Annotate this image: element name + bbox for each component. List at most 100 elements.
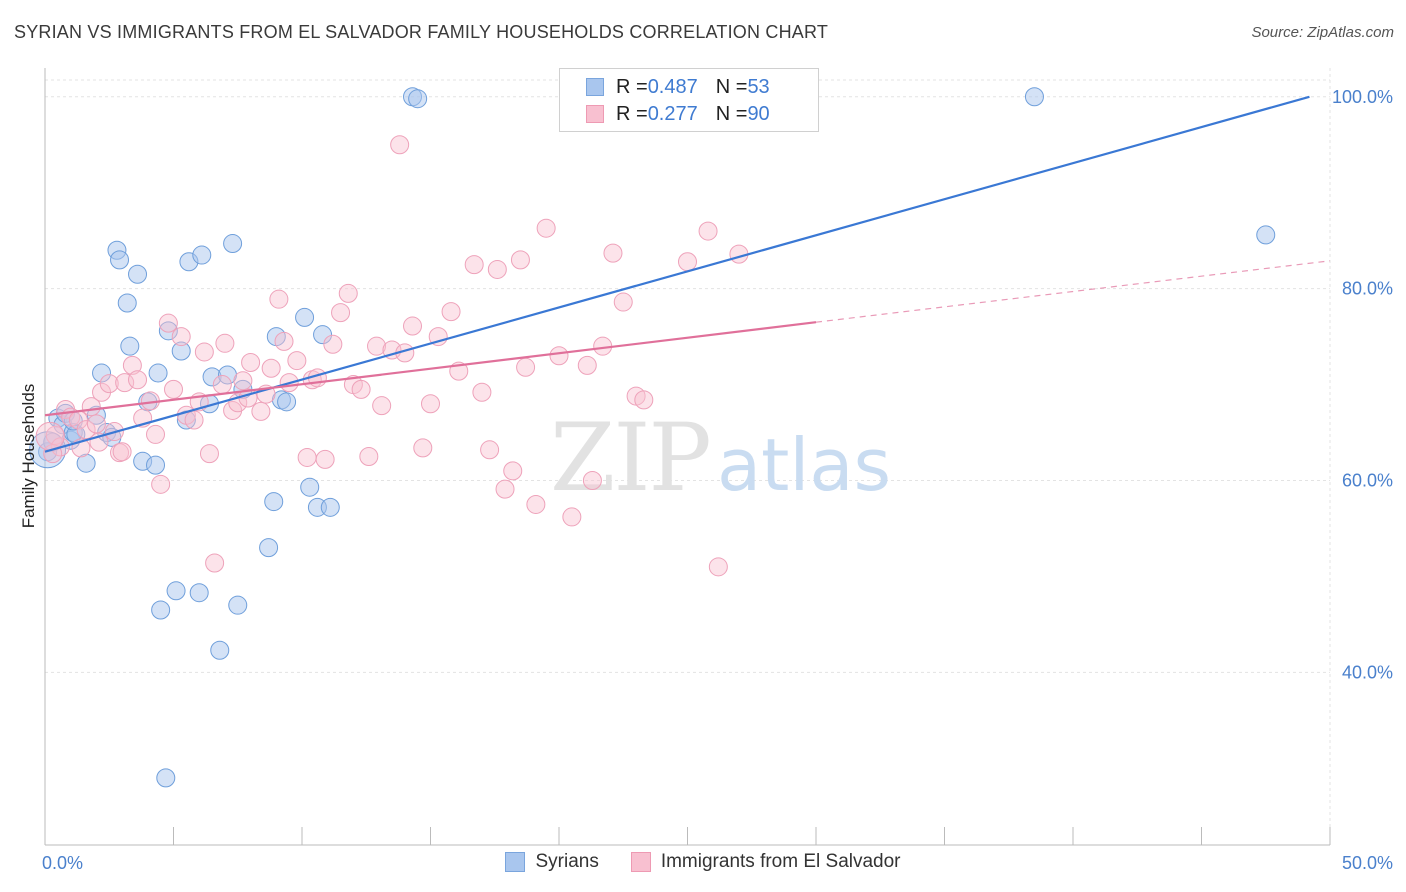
salvador-point	[233, 371, 253, 391]
salvador-point	[480, 440, 500, 460]
salvador-point	[495, 479, 515, 499]
salvador-point	[184, 410, 204, 430]
syrian-point	[158, 321, 178, 341]
series-swatch-salvador	[630, 852, 651, 872]
salvador-point	[297, 447, 317, 467]
syrian-point	[192, 245, 212, 265]
salvador-point	[390, 135, 410, 155]
salvador-point	[510, 250, 530, 270]
series-legend-salvador[interactable]: Immigrants from El Salvador	[630, 851, 901, 873]
syrian-point	[277, 392, 297, 412]
syrian-point	[210, 640, 230, 660]
salvador-points	[35, 135, 749, 577]
legend-n-label: N =	[715, 75, 748, 98]
y-tick-label: 60.0%	[1342, 470, 1393, 490]
salvador-trend-line-extension	[815, 260, 1331, 323]
syrian-point	[120, 336, 140, 356]
trend-lines	[44, 95, 1331, 453]
series-legend-syrians[interactable]: Syrians	[505, 851, 599, 873]
salvador-point	[146, 424, 166, 444]
salvador-point	[464, 255, 484, 275]
syrian-point	[1024, 87, 1044, 107]
salvador-point	[86, 414, 106, 434]
salvador-point	[287, 351, 307, 371]
syrian-point	[228, 595, 248, 615]
source-label: Source: ZipAtlas.com	[1251, 24, 1394, 41]
syrian-point	[313, 325, 333, 345]
salvador-point	[151, 474, 171, 494]
salvador-point	[261, 358, 281, 378]
syrian-point	[408, 89, 428, 109]
salvador-point	[99, 374, 119, 394]
y-tick-label: 100.0%	[1332, 87, 1393, 107]
y-axis-title: Family Households	[19, 384, 38, 529]
syrian-point	[171, 341, 191, 361]
salvador-point	[613, 292, 633, 312]
salvador-point	[359, 447, 379, 466]
salvador-point	[251, 401, 271, 421]
syrian-point	[117, 293, 137, 313]
syrian-point	[156, 768, 176, 788]
legend-r-value: 0.277	[647, 102, 698, 125]
syrian-point	[128, 264, 148, 284]
salvador-point	[634, 390, 654, 410]
watermark: ZIP atlas	[550, 404, 891, 513]
syrian-point	[300, 477, 320, 497]
legend-r-label: R =	[616, 75, 648, 98]
salvador-point	[516, 357, 536, 377]
syrian-point	[1256, 225, 1276, 245]
salvador-point	[421, 394, 440, 414]
syrian-point	[110, 250, 130, 270]
salvador-point	[164, 379, 183, 399]
syrian-point	[189, 583, 209, 603]
syrian-point	[76, 453, 96, 473]
legend-swatch-salvador	[586, 105, 604, 123]
salvador-point	[122, 355, 142, 375]
salvador-point	[487, 259, 507, 279]
x-tick-label: 50.0%	[1342, 853, 1393, 873]
salvador-point	[338, 283, 358, 303]
legend-n-value: 53	[747, 75, 770, 98]
salvador-point	[367, 336, 387, 356]
series-legend: Syrians Immigrants from El Salvador	[0, 851, 1406, 873]
legend-swatch-syrians	[586, 78, 604, 96]
salvador-point	[215, 333, 235, 353]
salvador-point	[678, 252, 697, 272]
salvador-point	[577, 355, 597, 375]
salvador-point	[128, 370, 148, 390]
salvador-point	[536, 218, 556, 238]
legend-r-label: R =	[616, 102, 648, 125]
syrian-point	[259, 538, 279, 558]
watermark-zip: ZIP	[550, 404, 710, 513]
salvador-point	[199, 444, 219, 464]
salvador-point	[194, 342, 214, 362]
syrian-point	[166, 581, 186, 601]
salvador-point	[562, 507, 582, 527]
y-tick-label: 40.0%	[1342, 662, 1393, 682]
syrian-point	[151, 600, 171, 620]
legend-row-salvador: R = 0.277 N = 90	[586, 101, 770, 127]
salvador-point	[323, 334, 343, 354]
salvador-point	[315, 449, 335, 469]
syrian-point	[146, 455, 166, 475]
salvador-point	[549, 346, 569, 366]
salvador-point	[708, 557, 728, 577]
y-tick-label: 80.0%	[1342, 279, 1393, 299]
salvador-point	[603, 243, 623, 263]
legend-n-value: 90	[747, 102, 770, 125]
salvador-point-cluster	[35, 421, 65, 451]
series-label-salvador: Immigrants from El Salvador	[660, 851, 901, 872]
salvador-point	[503, 461, 523, 481]
salvador-point	[115, 373, 135, 393]
salvador-point	[413, 438, 433, 458]
syrian-point	[264, 492, 284, 512]
salvador-point	[351, 379, 371, 399]
series-label-syrians: Syrians	[535, 851, 599, 872]
salvador-point	[403, 316, 423, 336]
salvador-point	[582, 470, 602, 490]
salvador-point	[472, 382, 492, 402]
salvador-point	[441, 302, 461, 322]
salvador-trend-line	[44, 321, 817, 417]
salvador-point	[112, 442, 132, 462]
